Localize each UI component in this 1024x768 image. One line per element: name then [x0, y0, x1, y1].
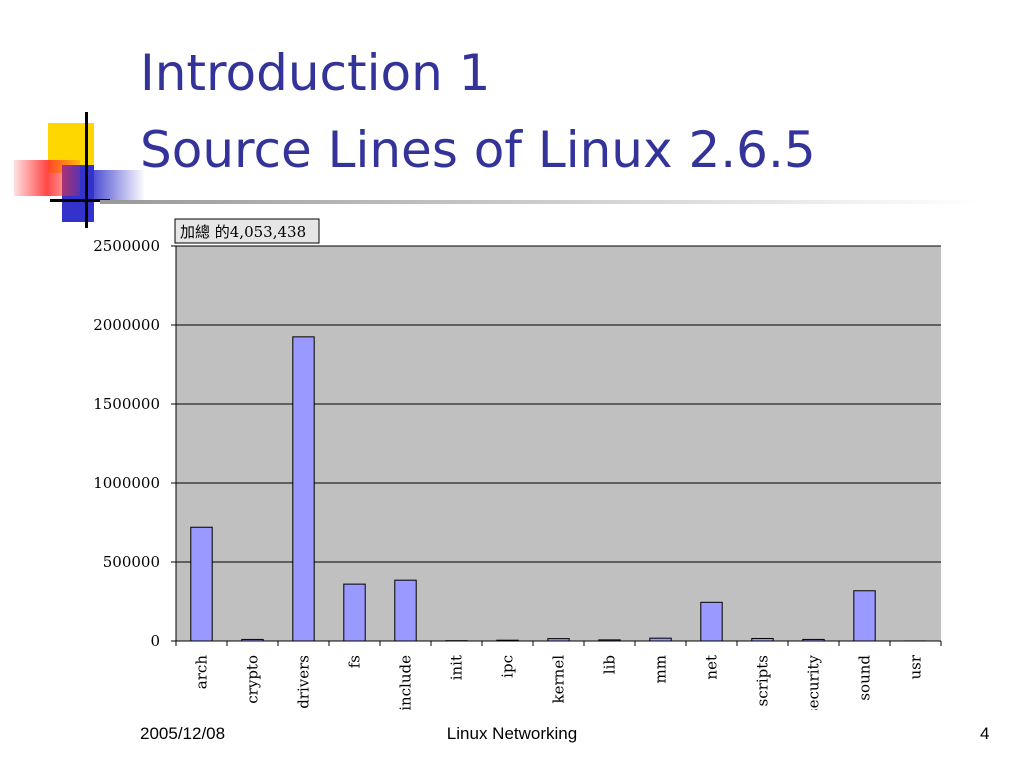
bar-chart: 加總 的4,053,438 0 500000 1000000 1500000 20000…: [93, 218, 942, 710]
x-tick-label-usr: usr: [907, 654, 925, 679]
x-tick-label-mm: mm: [652, 655, 670, 683]
x-tick-label-net: net: [703, 655, 721, 680]
x-tick-label-security: security: [805, 654, 823, 710]
x-tick-label-drivers: drivers: [295, 655, 313, 709]
red-fade-bar: [14, 160, 80, 196]
y-tick-label: 2500000: [93, 237, 160, 255]
x-tick-label-ipc: ipc: [499, 655, 517, 678]
bar-sound: [853, 590, 876, 642]
x-tick-label-sound: sound: [856, 655, 874, 701]
x-tick-label-arch: arch: [193, 655, 211, 690]
y-tick-label: 1000000: [93, 474, 160, 492]
y-tick-label: 500000: [103, 553, 160, 571]
plot-area: [176, 246, 941, 641]
corner-decoration: [14, 112, 980, 228]
bar-fs: [343, 583, 366, 642]
bars: [190, 336, 927, 642]
slide-title-line-1: Introduction 1: [140, 44, 491, 102]
x-tick-label-kernel: kernel: [550, 655, 568, 704]
bar-drivers: [292, 336, 315, 642]
x-tick-label-init: init: [448, 655, 466, 680]
bar-arch: [190, 526, 213, 642]
x-tick-label-scripts: scripts: [754, 655, 772, 706]
blue-fade-bar: [85, 170, 145, 202]
footer-date: 2005/12/08: [140, 724, 226, 743]
x-tick-labels: arch crypto drivers fs include init ipc kernel l…: [193, 654, 925, 710]
vertical-line: [85, 112, 88, 228]
y-tick-labels: 0 500000 1000000 1500000 2000000 2500000: [93, 237, 160, 650]
y-tick-label: 1500000: [93, 395, 160, 413]
bar-include: [394, 579, 417, 642]
y-tick-label: 0: [150, 632, 160, 650]
slide-title-line-2: Source Lines of Linux 2.6.5: [140, 121, 816, 179]
footer-title: Linux Networking: [446, 724, 578, 743]
x-tick-label-lib: lib: [601, 655, 619, 674]
total-label-box: 加總 的4,053,438: [174, 218, 320, 244]
y-tick-label: 2000000: [93, 316, 160, 334]
x-tick-label-crypto: crypto: [244, 655, 262, 704]
axes: [171, 245, 942, 646]
total-label: 加總 的4,053,438: [180, 223, 306, 241]
title-underline: [100, 200, 980, 204]
horizontal-line: [50, 199, 110, 202]
bar-net: [700, 601, 723, 642]
x-tick-label-include: include: [397, 655, 415, 710]
x-tick-label-fs: fs: [346, 655, 364, 668]
page-number: 4: [980, 724, 990, 743]
